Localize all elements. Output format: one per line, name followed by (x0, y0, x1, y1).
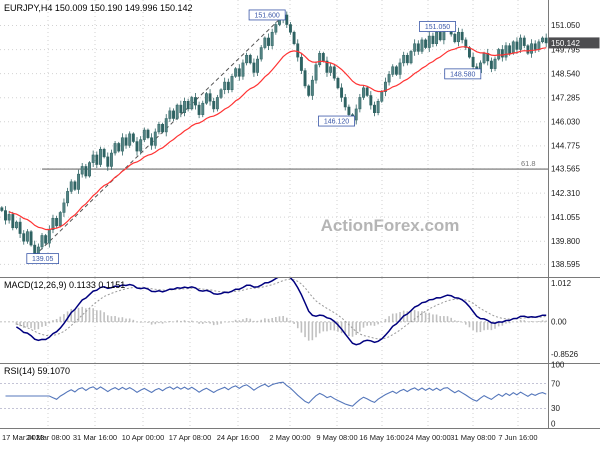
svg-text:144.775: 144.775 (551, 142, 580, 151)
svg-text:24 May 00:00: 24 May 00:00 (405, 433, 450, 442)
svg-text:151.050: 151.050 (551, 21, 580, 30)
svg-text:146.030: 146.030 (551, 117, 580, 126)
macd-histogram (15, 306, 547, 341)
current-price-marker: 150.142 (548, 37, 600, 49)
macd-axis-labels[interactable]: 1.012 0.00 -0.8526 (551, 279, 579, 359)
price-axis-labels[interactable]: 151.050 149.795 148.540 147.285 146.030 144.7… (551, 21, 580, 269)
svg-text:30: 30 (551, 404, 560, 413)
svg-text:16 May 16:00: 16 May 16:00 (359, 433, 404, 442)
rsi-axis-labels[interactable]: 100 70 30 0 (551, 361, 565, 429)
svg-text:150.142: 150.142 (551, 39, 580, 48)
svg-text:31 May 08:00: 31 May 08:00 (450, 433, 495, 442)
svg-text:141.055: 141.055 (551, 213, 580, 222)
watermark: ActionForex.com (320, 216, 460, 235)
svg-text:31 Mar 16:00: 31 Mar 16:00 (73, 433, 117, 442)
svg-text:139.05: 139.05 (32, 256, 54, 263)
price-annotation-box[interactable]: 151.050 (419, 21, 456, 32)
svg-text:148.540: 148.540 (551, 69, 580, 78)
price-annotation-box[interactable]: 151.600 (248, 9, 286, 21)
fibonacci-level-line[interactable]: 61.8 (42, 159, 548, 170)
price-gridlines (0, 25, 548, 265)
moving-average-line (8, 46, 547, 231)
rsi-line (5, 381, 547, 407)
price-axis-background (548, 0, 600, 450)
price-annotation-box[interactable]: 148.580 (444, 68, 482, 80)
trendline[interactable] (34, 13, 286, 256)
svg-text:151.050: 151.050 (425, 24, 450, 31)
macd-signal-line (16, 278, 547, 340)
macd-indicator-label: MACD(12,26,9) 0.1133 0.1151 (4, 280, 126, 290)
svg-text:142.310: 142.310 (551, 189, 580, 198)
svg-text:100: 100 (551, 361, 565, 370)
price-annotations: 151.600 151.050 148.580 146.120 139.05 (26, 9, 482, 265)
svg-text:7 Jun 16:00: 7 Jun 16:00 (498, 433, 537, 442)
svg-text:-0.8526: -0.8526 (551, 350, 579, 359)
svg-text:148.580: 148.580 (450, 71, 475, 78)
svg-text:147.285: 147.285 (551, 93, 580, 102)
svg-text:149.795: 149.795 (551, 45, 580, 54)
panel-borders (0, 0, 600, 429)
svg-text:0.00: 0.00 (551, 318, 567, 327)
svg-text:24 Apr 16:00: 24 Apr 16:00 (217, 433, 260, 442)
candles-layer (0, 10, 548, 261)
svg-text:151.600: 151.600 (254, 13, 279, 20)
svg-text:10 Apr 00:00: 10 Apr 00:00 (122, 433, 165, 442)
svg-text:146.120: 146.120 (324, 119, 349, 126)
svg-text:1.012: 1.012 (551, 279, 572, 288)
price-annotation-box[interactable]: 139.05 (26, 253, 60, 265)
svg-text:17 Mar 2023: 17 Mar 2023 (2, 433, 44, 442)
svg-text:2 May 00:00: 2 May 00:00 (269, 433, 310, 442)
svg-text:143.565: 143.565 (551, 165, 580, 174)
svg-text:9 May 08:00: 9 May 08:00 (316, 433, 357, 442)
svg-text:17 Apr 08:00: 17 Apr 08:00 (169, 433, 212, 442)
macd-main-line (15, 278, 547, 346)
fib-level-label: 61.8 (521, 159, 536, 168)
rsi-indicator-label: RSI(14) 59.1070 (4, 366, 71, 376)
svg-text:138.595: 138.595 (551, 260, 580, 269)
svg-text:0: 0 (551, 420, 556, 429)
svg-text:139.800: 139.800 (551, 237, 580, 246)
vertical-gridlines (47, 0, 519, 428)
svg-text:24 Mar 08:00: 24 Mar 08:00 (26, 433, 70, 442)
svg-text:70: 70 (551, 379, 560, 388)
price-annotation-box[interactable]: 146.120 (318, 115, 355, 127)
symbol-ohlc-header: EURJPY,H4 150.009 150.190 149.996 150.14… (4, 3, 193, 13)
